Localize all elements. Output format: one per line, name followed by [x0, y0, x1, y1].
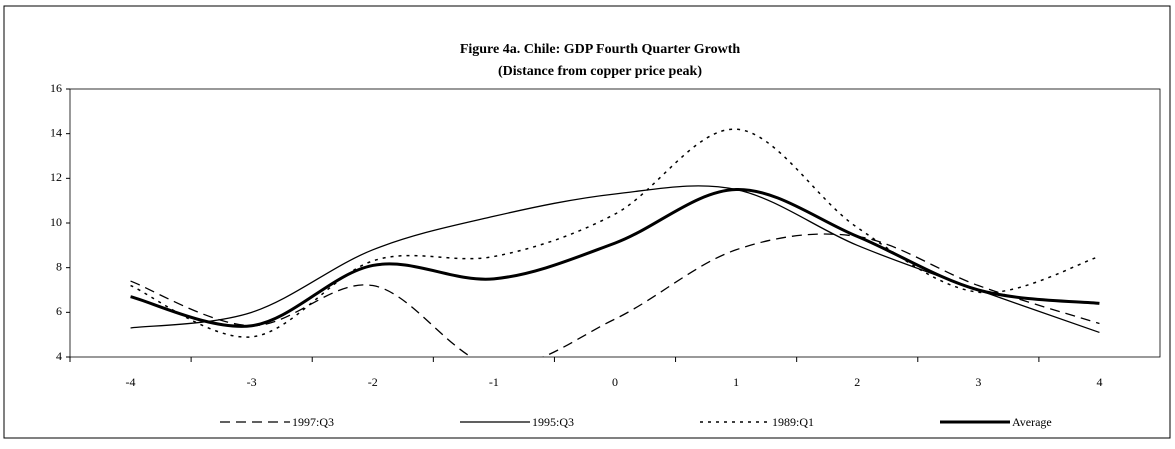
x-tick-label: -3: [247, 375, 257, 389]
frame: [3, 5, 1171, 439]
series-line: [130, 128, 1100, 338]
legend-label: 1995:Q3: [532, 415, 574, 429]
x-tick-label: 1: [733, 375, 739, 389]
chart-subtitle: (Distance from copper price peak): [498, 64, 702, 79]
x-tick-label: 2: [854, 375, 860, 389]
y-tick-label: 12: [50, 170, 62, 184]
y-tick-label: 6: [56, 304, 62, 318]
x-tick-label: 3: [975, 375, 981, 389]
x-tick-label: -1: [489, 375, 499, 389]
series-line: [130, 187, 1100, 328]
x-tick-label: -2: [368, 375, 378, 389]
y-tick-label: 16: [50, 81, 62, 95]
x-tick-label: -4: [126, 375, 136, 389]
y-tick-label: 10: [50, 215, 62, 229]
legend-label: 1997:Q3: [292, 415, 334, 429]
x-tick-label: 0: [612, 375, 618, 389]
x-tick-label: 4: [1096, 375, 1102, 389]
chart-title: Figure 4a. Chile: GDP Fourth Quarter Gro…: [460, 42, 741, 57]
y-tick-label: 14: [50, 125, 62, 139]
legend-label: 1989:Q1: [772, 415, 814, 429]
legend-label: Average: [1012, 415, 1052, 429]
y-tick-label: 8: [56, 259, 62, 273]
series-line: [130, 233, 1100, 357]
y-tick-label: 4: [56, 349, 62, 363]
series-line: [130, 185, 1100, 334]
